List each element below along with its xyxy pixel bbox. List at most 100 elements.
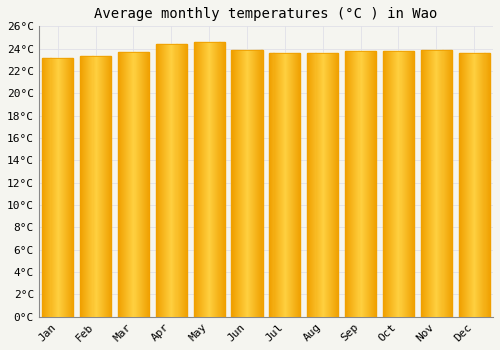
Bar <box>70 57 71 317</box>
Bar <box>247 50 248 317</box>
Bar <box>194 42 224 317</box>
Bar <box>488 53 490 317</box>
Bar <box>105 56 106 317</box>
Bar <box>450 50 451 317</box>
Bar <box>486 53 488 317</box>
Bar <box>196 42 197 317</box>
Bar <box>293 53 294 317</box>
Bar <box>396 51 398 317</box>
Bar <box>61 57 62 317</box>
Bar <box>298 53 300 317</box>
Bar <box>157 44 158 317</box>
Bar <box>458 53 460 317</box>
Bar <box>347 51 348 317</box>
Bar <box>404 51 406 317</box>
Bar <box>212 42 214 317</box>
Bar <box>199 42 200 317</box>
Bar <box>482 53 484 317</box>
Bar <box>364 51 366 317</box>
Bar <box>63 57 64 317</box>
Bar <box>409 51 410 317</box>
Bar <box>132 52 134 317</box>
Bar <box>136 52 138 317</box>
Bar <box>345 51 346 317</box>
Bar <box>100 56 101 317</box>
Bar <box>178 44 180 317</box>
Bar <box>207 42 208 317</box>
Bar <box>238 50 240 317</box>
Bar <box>480 53 482 317</box>
Bar <box>466 53 467 317</box>
Bar <box>334 53 335 317</box>
Bar <box>470 53 471 317</box>
Bar <box>211 42 212 317</box>
Bar <box>160 44 161 317</box>
Bar <box>170 44 172 317</box>
Bar <box>465 53 466 317</box>
Bar <box>406 51 408 317</box>
Bar <box>362 51 364 317</box>
Bar <box>250 50 251 317</box>
Bar <box>42 57 74 317</box>
Bar <box>411 51 412 317</box>
Bar <box>236 50 238 317</box>
Bar <box>64 57 65 317</box>
Bar <box>253 50 254 317</box>
Bar <box>408 51 409 317</box>
Bar <box>429 50 430 317</box>
Bar <box>421 50 452 317</box>
Bar <box>83 56 84 317</box>
Bar <box>372 51 373 317</box>
Bar <box>289 53 290 317</box>
Bar <box>104 56 105 317</box>
Bar <box>325 53 326 317</box>
Bar <box>241 50 242 317</box>
Bar <box>130 52 132 317</box>
Bar <box>331 53 332 317</box>
Bar <box>168 44 170 317</box>
Bar <box>371 51 372 317</box>
Bar <box>166 44 167 317</box>
Bar <box>383 51 384 317</box>
Bar <box>467 53 468 317</box>
Bar <box>425 50 426 317</box>
Bar <box>172 44 174 317</box>
Bar <box>103 56 104 317</box>
Bar <box>386 51 387 317</box>
Bar <box>50 57 51 317</box>
Bar <box>283 53 284 317</box>
Bar <box>125 52 126 317</box>
Bar <box>184 44 185 317</box>
Bar <box>222 42 224 317</box>
Bar <box>208 42 209 317</box>
Bar <box>477 53 478 317</box>
Bar <box>71 57 72 317</box>
Bar <box>162 44 163 317</box>
Bar <box>330 53 331 317</box>
Bar <box>186 44 187 317</box>
Bar <box>328 53 329 317</box>
Bar <box>214 42 216 317</box>
Bar <box>462 53 464 317</box>
Bar <box>448 50 450 317</box>
Bar <box>176 44 178 317</box>
Bar <box>68 57 69 317</box>
Bar <box>256 50 258 317</box>
Bar <box>442 50 444 317</box>
Bar <box>48 57 50 317</box>
Bar <box>161 44 162 317</box>
Bar <box>156 44 157 317</box>
Bar <box>134 52 136 317</box>
Bar <box>270 53 272 317</box>
Bar <box>67 57 68 317</box>
Bar <box>144 52 145 317</box>
Bar <box>478 53 480 317</box>
Bar <box>312 53 314 317</box>
Bar <box>218 42 220 317</box>
Bar <box>333 53 334 317</box>
Bar <box>431 50 432 317</box>
Bar <box>60 57 61 317</box>
Bar <box>66 57 67 317</box>
Bar <box>294 53 295 317</box>
Bar <box>42 57 43 317</box>
